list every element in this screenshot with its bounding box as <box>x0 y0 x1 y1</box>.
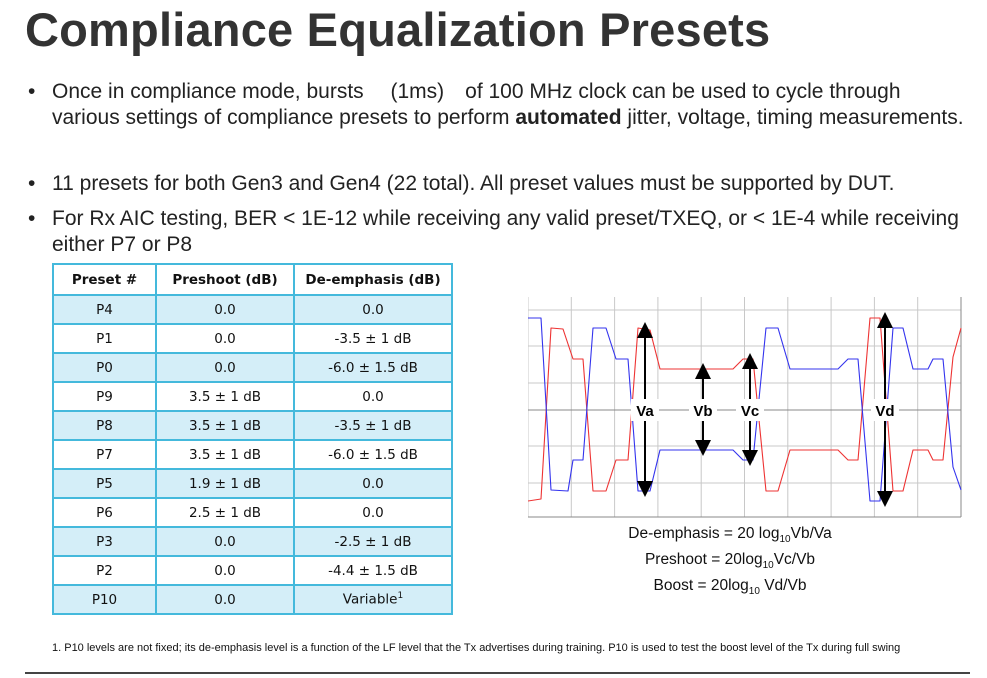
va-label: Va <box>636 403 654 420</box>
equalization-waveform: Va Vb Vc Vd <box>528 297 962 518</box>
cell-deemphasis: 0.0 <box>293 294 453 325</box>
cell-deemphasis: -3.5 ± 1 dB <box>293 410 453 441</box>
cell-deemphasis: 0.0 <box>293 381 453 412</box>
cell-preset: P1 <box>52 323 157 354</box>
cell-deemphasis: -3.5 ± 1 dB <box>293 323 453 354</box>
cell-deemphasis: -2.5 ± 1 dB <box>293 526 453 557</box>
bullet-preset-count: • 11 presets for both Gen3 and Gen4 (22 … <box>28 171 987 197</box>
table-row: P7 3.5 ± 1 dB -6.0 ± 1.5 dB <box>52 439 453 470</box>
formulas: De-emphasis = 20 log10Vb/Va Preshoot = 2… <box>560 524 900 602</box>
cell-preset: P8 <box>52 410 157 441</box>
cell-preshoot: 0.0 <box>155 584 295 615</box>
cell-preshoot: 3.5 ± 1 dB <box>155 381 295 412</box>
footnote: 1. P10 levels are not fixed; its de-emph… <box>52 642 901 654</box>
cell-preshoot: 0.0 <box>155 352 295 383</box>
bullet-icon: • <box>28 207 36 230</box>
bullet-text: For Rx AIC testing, BER < 1E-12 while re… <box>52 207 959 256</box>
formula-boost: Boost = 20log10 Vd/Vb <box>653 577 807 598</box>
cell-preshoot: 0.0 <box>155 294 295 325</box>
negative-trace <box>528 317 962 502</box>
cell-deemphasis: Variable1 <box>293 584 453 615</box>
bottom-divider <box>25 672 970 674</box>
table-row: P6 2.5 ± 1 dB 0.0 <box>52 497 453 528</box>
table-row: P0 0.0 -6.0 ± 1.5 dB <box>52 352 453 383</box>
cell-preshoot: 0.0 <box>155 555 295 586</box>
preset-table: Preset # Preshoot (dB) De-emphasis (dB) … <box>52 263 453 615</box>
cell-deemphasis: 0.0 <box>293 497 453 528</box>
header-deemphasis: De-emphasis (dB) <box>293 263 453 296</box>
vc-label-bg <box>736 399 764 421</box>
table-row: P9 3.5 ± 1 dB 0.0 <box>52 381 453 412</box>
cell-deemphasis: -6.0 ± 1.5 dB <box>293 439 453 470</box>
table-row: P3 0.0 -2.5 ± 1 dB <box>52 526 453 557</box>
positive-trace <box>528 317 962 502</box>
cell-preset: P9 <box>52 381 157 412</box>
cell-preset: P5 <box>52 468 157 499</box>
formula-preshoot: Preshoot = 20log10Vc/Vb <box>644 551 816 572</box>
bullet-bold-text: automated <box>515 106 622 129</box>
cell-preshoot: 3.5 ± 1 dB <box>155 439 295 470</box>
cell-preshoot: 3.5 ± 1 dB <box>155 410 295 441</box>
table-row: P8 3.5 ± 1 dB -3.5 ± 1 dB <box>52 410 453 441</box>
bullet-icon: • <box>28 172 36 195</box>
header-preset: Preset # <box>52 263 157 296</box>
bullet-icon: • <box>28 80 36 103</box>
vd-label: Vd <box>875 403 894 420</box>
vd-label-bg <box>871 399 899 421</box>
cell-preset: P2 <box>52 555 157 586</box>
bullet-text: 11 presets for both Gen3 and Gen4 (22 to… <box>52 172 895 195</box>
table-row: P4 0.0 0.0 <box>52 294 453 325</box>
cell-preset: P3 <box>52 526 157 557</box>
cell-deemphasis: 0.0 <box>293 468 453 499</box>
cell-preset: P4 <box>52 294 157 325</box>
footnote-marker: 1 <box>397 591 404 602</box>
cell-preshoot: 0.0 <box>155 323 295 354</box>
table-row: P10 0.0 Variable1 <box>52 584 453 615</box>
vb-label: Vb <box>693 403 712 420</box>
cell-deemphasis: -6.0 ± 1.5 dB <box>293 352 453 383</box>
cell-deemphasis: -4.4 ± 1.5 dB <box>293 555 453 586</box>
cell-preset: P7 <box>52 439 157 470</box>
header-preshoot: Preshoot (dB) <box>155 263 295 296</box>
cell-preshoot: 1.9 ± 1 dB <box>155 468 295 499</box>
cell-preset: P6 <box>52 497 157 528</box>
bullet-text: Once in compliance mode, bursts (1ms) of… <box>52 80 901 129</box>
cell-preshoot: 2.5 ± 1 dB <box>155 497 295 528</box>
vb-label-bg <box>689 399 717 421</box>
slide-title: Compliance Equalization Presets <box>25 3 771 56</box>
va-label-bg <box>631 399 659 421</box>
cell-preshoot: 0.0 <box>155 526 295 557</box>
table-row: P5 1.9 ± 1 dB 0.0 <box>52 468 453 499</box>
cell-preset: P0 <box>52 352 157 383</box>
cell-preset: P10 <box>52 584 157 615</box>
table-header-row: Preset # Preshoot (dB) De-emphasis (dB) <box>52 263 453 296</box>
cell-value: Variable <box>342 591 398 608</box>
table-row: P2 0.0 -4.4 ± 1.5 dB <box>52 555 453 586</box>
bullet-text-end: jitter, voltage, timing measurements. <box>621 106 964 129</box>
bullet-rx-aic: • For Rx AIC testing, BER < 1E-12 while … <box>28 206 963 258</box>
vc-label: Vc <box>741 403 759 420</box>
bullet-compliance-mode: • Once in compliance mode, bursts (1ms) … <box>28 79 973 131</box>
formula-deemphasis: De-emphasis = 20 log10Vb/Va <box>628 525 832 546</box>
table-row: P1 0.0 -3.5 ± 1 dB <box>52 323 453 354</box>
